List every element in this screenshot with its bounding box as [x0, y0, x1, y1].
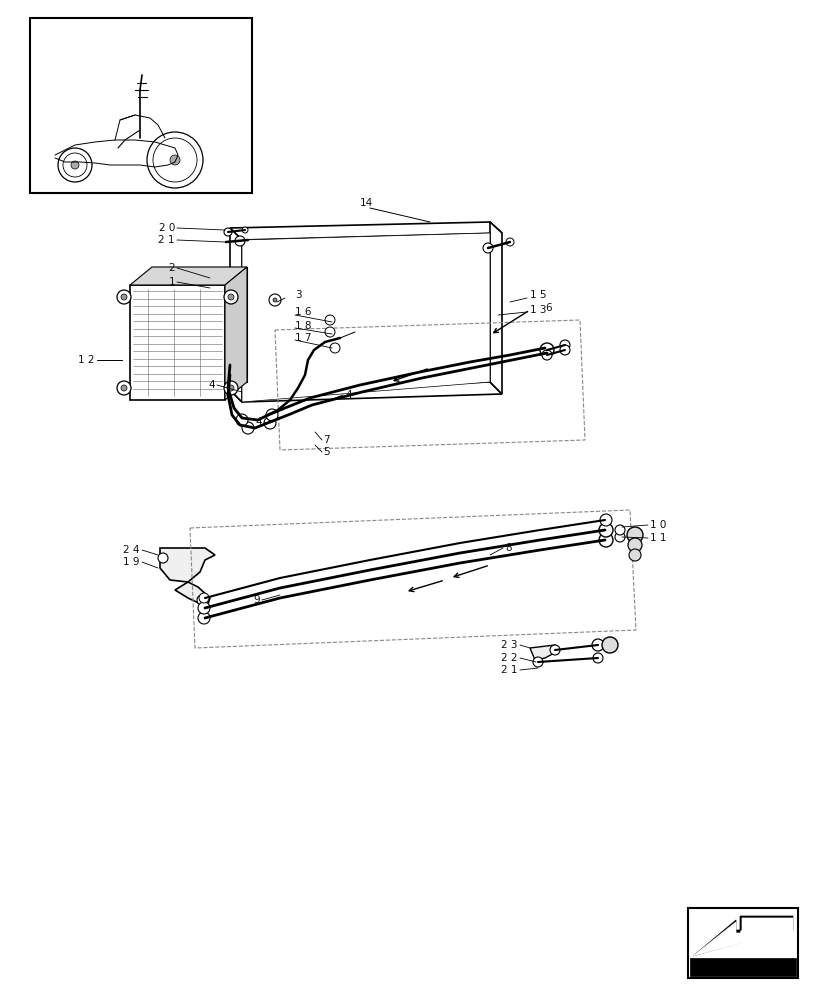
Circle shape	[269, 294, 280, 306]
Circle shape	[533, 657, 543, 667]
Polygon shape	[687, 908, 797, 978]
Polygon shape	[689, 958, 795, 976]
Polygon shape	[692, 918, 792, 956]
Text: 6: 6	[544, 303, 551, 313]
Circle shape	[198, 593, 208, 603]
Polygon shape	[529, 645, 559, 660]
Text: 1 7: 1 7	[294, 333, 311, 343]
Text: 2 1: 2 1	[501, 665, 518, 675]
Circle shape	[121, 294, 127, 300]
Text: 5: 5	[323, 447, 329, 457]
Polygon shape	[692, 916, 792, 956]
Circle shape	[505, 238, 514, 246]
Circle shape	[227, 294, 234, 300]
Circle shape	[224, 290, 237, 304]
Text: 4: 4	[255, 417, 261, 427]
Circle shape	[591, 639, 603, 651]
Circle shape	[627, 538, 641, 552]
Circle shape	[614, 525, 624, 535]
Polygon shape	[160, 548, 215, 582]
Circle shape	[600, 514, 611, 526]
Text: 2 1: 2 1	[158, 235, 174, 245]
Text: 7: 7	[323, 435, 329, 445]
Circle shape	[153, 138, 197, 182]
Text: 1 9: 1 9	[123, 557, 140, 567]
Circle shape	[325, 327, 335, 337]
Circle shape	[235, 236, 245, 246]
Circle shape	[273, 298, 277, 302]
Text: 3: 3	[294, 290, 301, 300]
Polygon shape	[230, 382, 501, 402]
Circle shape	[198, 612, 210, 624]
Text: 1 0: 1 0	[649, 520, 666, 530]
Circle shape	[325, 315, 335, 325]
Circle shape	[265, 409, 278, 421]
Text: 1 1: 1 1	[649, 533, 666, 543]
Circle shape	[598, 523, 612, 537]
Polygon shape	[490, 222, 501, 394]
Polygon shape	[152, 267, 246, 382]
Text: 2 2: 2 2	[501, 653, 518, 663]
Circle shape	[264, 417, 275, 429]
Circle shape	[198, 602, 210, 614]
Circle shape	[614, 532, 624, 542]
Circle shape	[158, 553, 168, 563]
Text: 8: 8	[504, 543, 511, 553]
Circle shape	[236, 414, 248, 426]
Circle shape	[539, 343, 553, 357]
Circle shape	[224, 381, 237, 395]
Circle shape	[601, 637, 617, 653]
Circle shape	[629, 549, 640, 561]
Circle shape	[598, 533, 612, 547]
Text: 1 8: 1 8	[294, 321, 311, 331]
Text: 1 6: 1 6	[294, 307, 311, 317]
Text: 9: 9	[253, 595, 260, 605]
Circle shape	[63, 153, 87, 177]
Text: 2: 2	[168, 263, 174, 273]
Text: 1 2: 1 2	[79, 355, 95, 365]
Text: 2 0: 2 0	[159, 223, 174, 233]
Text: 1 3: 1 3	[529, 305, 546, 315]
Circle shape	[58, 148, 92, 182]
Circle shape	[147, 132, 203, 188]
Text: 4: 4	[345, 390, 351, 400]
Circle shape	[117, 381, 131, 395]
Circle shape	[559, 345, 569, 355]
Polygon shape	[174, 582, 210, 607]
Text: 14: 14	[360, 198, 373, 208]
Polygon shape	[241, 233, 490, 402]
Circle shape	[117, 290, 131, 304]
Circle shape	[224, 228, 232, 236]
Circle shape	[71, 161, 79, 169]
Text: 1 5: 1 5	[529, 290, 546, 300]
Polygon shape	[130, 267, 246, 285]
Circle shape	[197, 595, 207, 605]
Polygon shape	[130, 285, 225, 400]
Text: 2 3: 2 3	[501, 640, 518, 650]
Polygon shape	[230, 222, 501, 240]
Circle shape	[227, 385, 234, 391]
Polygon shape	[225, 267, 246, 400]
Circle shape	[542, 350, 552, 360]
Circle shape	[241, 227, 248, 233]
Circle shape	[241, 422, 254, 434]
Polygon shape	[30, 18, 251, 193]
Circle shape	[170, 155, 179, 165]
Circle shape	[559, 340, 569, 350]
Text: 1: 1	[168, 277, 174, 287]
Text: 2 4: 2 4	[123, 545, 140, 555]
Circle shape	[482, 243, 492, 253]
Circle shape	[626, 527, 643, 543]
Circle shape	[121, 385, 127, 391]
Circle shape	[592, 653, 602, 663]
Text: 4: 4	[208, 380, 215, 390]
Circle shape	[549, 645, 559, 655]
Polygon shape	[230, 228, 241, 402]
Circle shape	[330, 343, 340, 353]
